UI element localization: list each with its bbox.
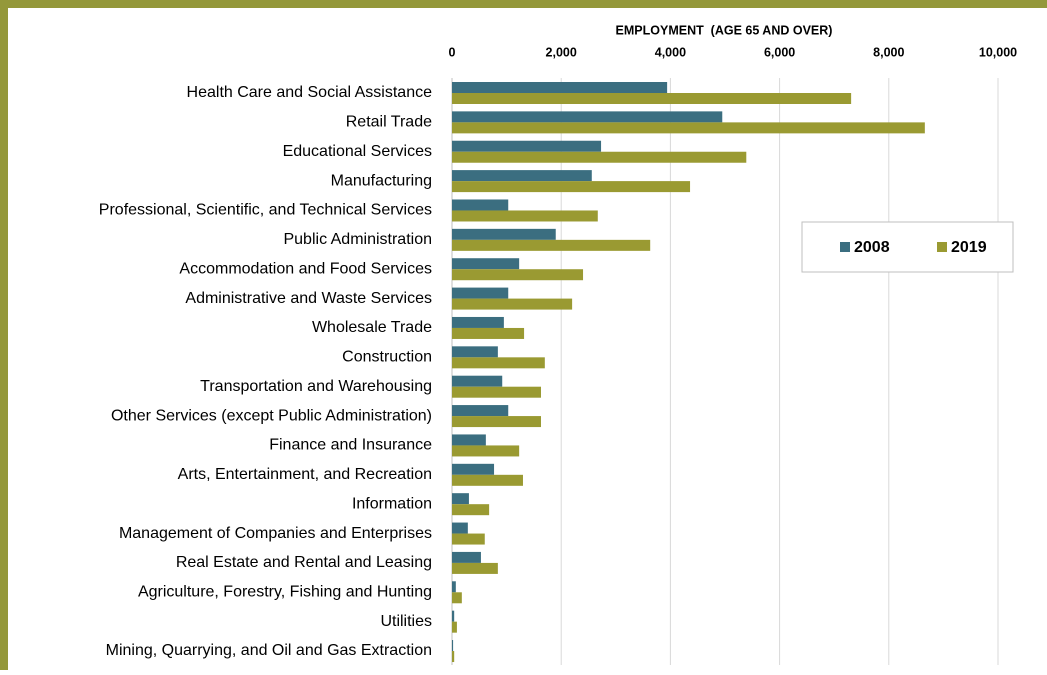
bar bbox=[452, 651, 455, 663]
bar bbox=[452, 111, 723, 123]
x-tick-label: 8,000 bbox=[873, 45, 904, 59]
bar bbox=[452, 316, 504, 328]
y-tick-label: Public Administration bbox=[283, 231, 432, 248]
bar bbox=[452, 416, 541, 428]
legend-box bbox=[801, 221, 1014, 273]
x-tick-label: 2,000 bbox=[546, 45, 577, 59]
bar bbox=[452, 640, 454, 652]
x-tick-label: 6,000 bbox=[764, 45, 795, 59]
bar bbox=[452, 445, 520, 457]
y-tick-label: Real Estate and Rental and Leasing bbox=[176, 554, 432, 571]
bar bbox=[452, 199, 509, 211]
bar bbox=[452, 327, 525, 339]
y-tick-label: Management of Companies and Enterprises bbox=[119, 525, 432, 542]
bar bbox=[452, 269, 584, 281]
y-tick-label: Professional, Scientific, and Technical … bbox=[99, 202, 432, 219]
bar bbox=[452, 474, 523, 486]
bar bbox=[452, 405, 509, 417]
y-tick-label: Information bbox=[352, 495, 432, 512]
frame-left bbox=[0, 0, 8, 670]
y-tick-label: Educational Services bbox=[283, 143, 432, 160]
y-tick-label: Wholesale Trade bbox=[312, 319, 432, 336]
y-tick-label: Manufacturing bbox=[331, 172, 432, 189]
bar bbox=[452, 287, 509, 299]
bar bbox=[452, 375, 503, 387]
y-tick-label: Health Care and Social Assistance bbox=[187, 84, 433, 101]
y-tick-label: Other Services (except Public Administra… bbox=[111, 407, 432, 424]
bar bbox=[452, 610, 455, 622]
legend-label: 2008 bbox=[854, 239, 890, 256]
bar bbox=[452, 210, 598, 222]
x-tick-label: 0 bbox=[449, 45, 456, 59]
bar bbox=[452, 533, 485, 545]
bar bbox=[452, 581, 456, 593]
bar bbox=[452, 181, 691, 193]
bar bbox=[452, 434, 486, 446]
bar bbox=[452, 228, 556, 240]
x-tick-label: 4,000 bbox=[655, 45, 686, 59]
y-tick-label: Mining, Quarrying, and Oil and Gas Extra… bbox=[106, 642, 432, 659]
bar bbox=[452, 386, 541, 398]
bar bbox=[452, 122, 925, 134]
x-tick-label: 10,000 bbox=[979, 45, 1017, 59]
bar bbox=[452, 357, 545, 369]
bar bbox=[452, 140, 602, 152]
y-tick-label: Transportation and Warehousing bbox=[200, 378, 432, 395]
y-tick-label: Arts, Entertainment, and Recreation bbox=[178, 466, 432, 483]
bar bbox=[452, 493, 469, 505]
bar bbox=[452, 151, 747, 163]
bar bbox=[452, 522, 468, 534]
bar bbox=[452, 346, 498, 358]
y-tick-label: Utilities bbox=[380, 613, 432, 630]
y-tick-label: Agriculture, Forestry, Fishing and Hunti… bbox=[138, 584, 432, 601]
bar bbox=[452, 82, 668, 93]
frame-top bbox=[0, 0, 1047, 8]
legend-label: 2019 bbox=[951, 239, 987, 256]
legend-swatch bbox=[840, 242, 850, 252]
bar bbox=[452, 504, 490, 516]
y-tick-label: Administrative and Waste Services bbox=[185, 290, 432, 307]
y-tick-label: Retail Trade bbox=[346, 114, 432, 131]
bar bbox=[452, 562, 498, 574]
bar bbox=[452, 592, 462, 604]
bar bbox=[452, 463, 495, 475]
bar bbox=[452, 551, 481, 563]
legend-swatch bbox=[937, 242, 947, 252]
bar bbox=[452, 621, 457, 633]
bar bbox=[452, 258, 520, 270]
y-tick-label: Construction bbox=[342, 349, 432, 366]
chart-title: EMPLOYMENT (AGE 65 AND OVER) bbox=[616, 23, 833, 37]
bar bbox=[452, 239, 651, 251]
bar bbox=[452, 93, 852, 104]
y-tick-label: Finance and Insurance bbox=[269, 437, 432, 454]
bar bbox=[452, 298, 573, 310]
y-tick-label: Accommodation and Food Services bbox=[179, 260, 432, 277]
bar bbox=[452, 170, 592, 182]
